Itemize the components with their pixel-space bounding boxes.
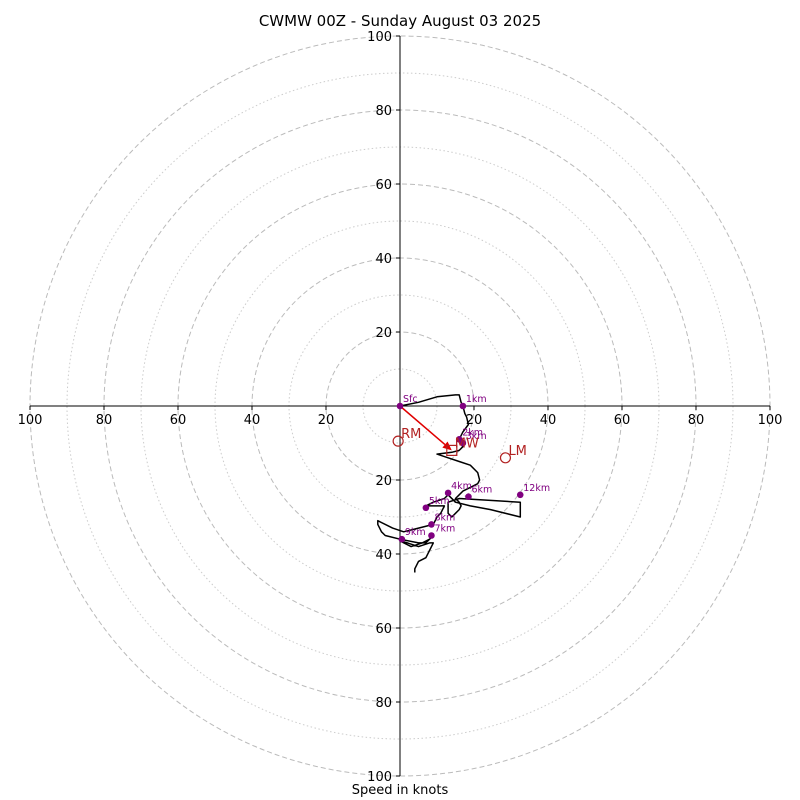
wind-profile-line	[377, 394, 522, 573]
storm-marker-lm	[499, 452, 512, 464]
y-tick-label: 60	[375, 178, 392, 193]
height-label-9km: 9km	[405, 527, 426, 538]
y-tick-label: 60	[375, 622, 392, 637]
y-tick-label: 80	[375, 104, 392, 119]
height-label-6km: 6km	[471, 485, 492, 496]
x-tick-label: 80	[96, 413, 113, 428]
storm-motion-markers: RM MW LM	[392, 427, 527, 464]
x-tick-label: 60	[170, 413, 187, 428]
x-tick-label: 60	[614, 413, 631, 428]
height-marker-4km	[444, 489, 452, 497]
height-label-3km: 3km	[466, 431, 487, 442]
x-axis-label: Speed in knots	[351, 783, 449, 798]
height-marker-12km	[516, 491, 524, 499]
height-label-4km: 4km	[451, 481, 472, 492]
x-tick-label: 20	[466, 413, 483, 428]
height-label-5km: 5km	[429, 496, 450, 507]
y-tick-label: 100	[367, 30, 392, 45]
y-tick-label: 40	[375, 252, 392, 267]
x-tick-label: 40	[540, 413, 557, 428]
tick-labels: 20 20 20 20 40 40 40 40 60 60 60 60 80 80 80 80 100 100 10…	[18, 30, 783, 785]
chart-title: CWMW 00Z - Sunday August 03 2025	[258, 12, 542, 30]
height-marker-sfc	[396, 402, 404, 410]
y-tick-label: 20	[375, 326, 392, 341]
y-tick-label: 100	[367, 770, 392, 785]
height-label-sfc: Sfc	[403, 394, 418, 405]
shear-arrow-shaft	[399, 405, 446, 446]
height-label-2km: 2km	[462, 427, 483, 438]
storm-marker-mw	[446, 444, 458, 456]
x-tick-label: 100	[758, 413, 783, 428]
height-marker-3km	[459, 439, 467, 447]
x-tick-label: 20	[318, 413, 335, 428]
height-marker-6km	[465, 493, 472, 500]
height-label-1km: 1km	[466, 394, 487, 405]
storm-label-rm: RM	[401, 427, 421, 442]
x-tick-label: 40	[244, 413, 261, 428]
height-label-7km: 7km	[434, 524, 455, 535]
height-label-12km: 12km	[523, 483, 550, 494]
height-marker-7km	[428, 532, 435, 539]
x-tick-label: 100	[18, 413, 43, 428]
storm-marker-rm	[392, 435, 404, 447]
height-label-8km: 8km	[434, 512, 455, 523]
y-tick-label: 40	[375, 548, 392, 563]
wind-profile	[377, 394, 522, 573]
y-tick-label: 20	[375, 474, 392, 489]
y-tick-label: 80	[375, 696, 392, 711]
height-marker-1km	[459, 402, 467, 410]
storm-label-mw: MW	[455, 436, 479, 451]
storm-label-lm: LM	[508, 444, 526, 459]
height-marker-5km	[422, 504, 430, 512]
x-tick-label: 80	[688, 413, 705, 428]
height-marker-9km	[398, 535, 406, 543]
height-marker-8km	[428, 521, 435, 528]
